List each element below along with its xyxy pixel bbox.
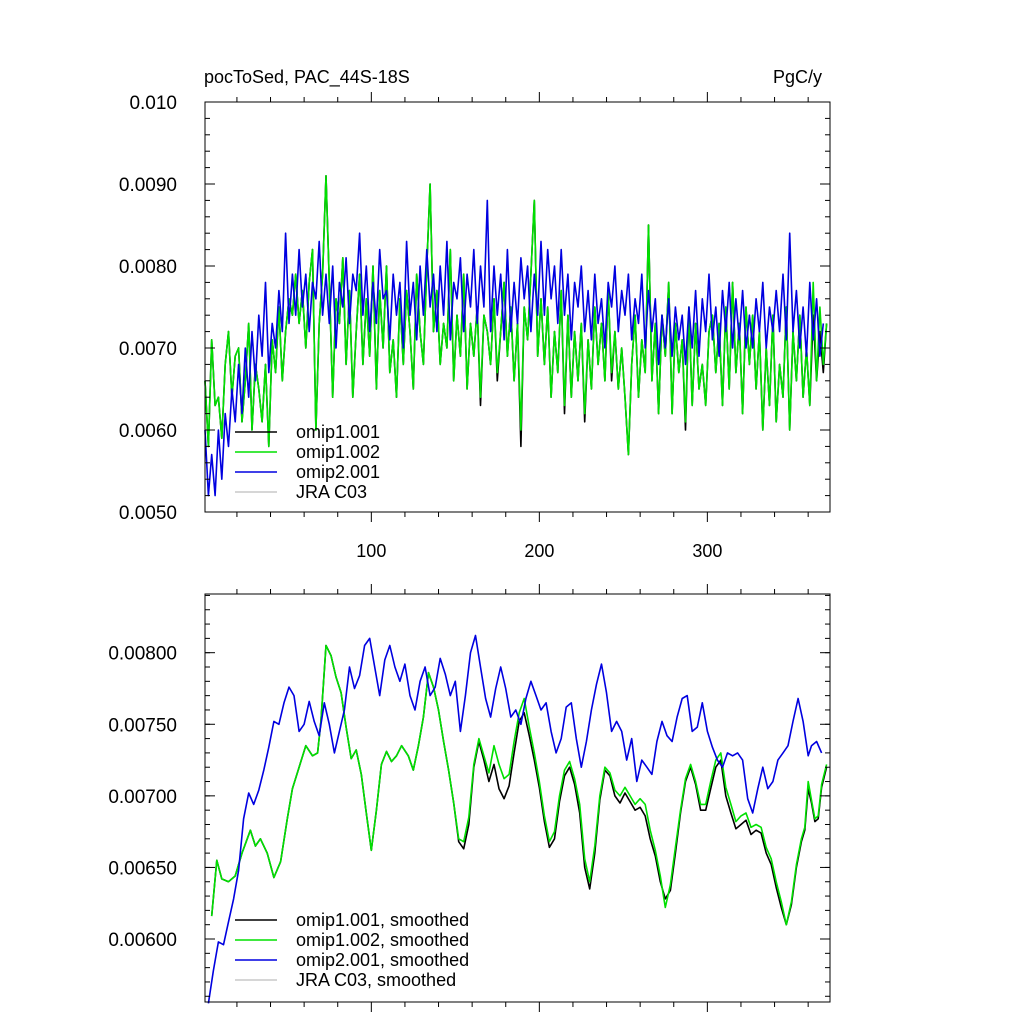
plot-frame — [204, 101, 831, 513]
x-tick-label: 200 — [524, 541, 554, 561]
series-line-1 — [210, 644, 828, 926]
bottom-panel: 0.00600 0.00650 0.00700 0.00750 0.00800 omip1… — [108, 584, 831, 1012]
legend-label: omip1.002 — [296, 442, 380, 462]
legend-label: omip1.001, smoothed — [296, 910, 469, 930]
x-ticks — [236, 584, 809, 1012]
legend-label: omip2.001, smoothed — [296, 950, 469, 970]
y-tick-label: 0.00800 — [108, 644, 177, 665]
y-tick-label: 0.0060 — [119, 421, 177, 442]
legend-label: omip1.001 — [296, 422, 380, 442]
series-group — [204, 175, 828, 497]
plot-frame — [204, 593, 831, 1003]
y-tick-label: 0.0090 — [119, 175, 177, 196]
series-line-2 — [207, 634, 823, 1004]
chart-title: pocToSed, PAC_44S-18S — [204, 67, 410, 88]
x-ticks: 100 200 300 — [236, 92, 809, 561]
legend-label: omip1.002, smoothed — [296, 930, 469, 950]
x-tick-label: 300 — [692, 541, 722, 561]
y-tick-label: 0.0070 — [119, 339, 177, 360]
series-line-2 — [204, 199, 825, 497]
y-tick-label: 0.00650 — [108, 858, 177, 879]
y-tick-label: 0.00750 — [108, 715, 177, 736]
series-group — [207, 634, 828, 1004]
chart-units: PgC/y — [773, 67, 822, 87]
x-tick-label: 100 — [356, 541, 386, 561]
y-tick-label: 0.0050 — [119, 503, 177, 524]
legend-label: omip2.001 — [296, 462, 380, 482]
y-ticks: 0.00600 0.00650 0.00700 0.00750 0.00800 — [108, 594, 830, 997]
top-panel: 100 200 3000.00500.00600.00700.00800.00900… — [119, 92, 831, 561]
y-tick-label: 0.010 — [129, 93, 177, 114]
y-ticks: 0.0050 0.0060 0.0070 0.0080 0.0090 0.010 — [119, 93, 830, 524]
legend-label: JRA C03, smoothed — [296, 970, 456, 990]
series-line-0 — [210, 644, 828, 926]
y-tick-label: 0.0080 — [119, 257, 177, 278]
y-tick-label: 0.00700 — [108, 787, 177, 808]
y-tick-label: 0.00600 — [108, 930, 177, 951]
series-line-1 — [204, 175, 828, 456]
legend-label: JRA C03 — [296, 482, 367, 502]
